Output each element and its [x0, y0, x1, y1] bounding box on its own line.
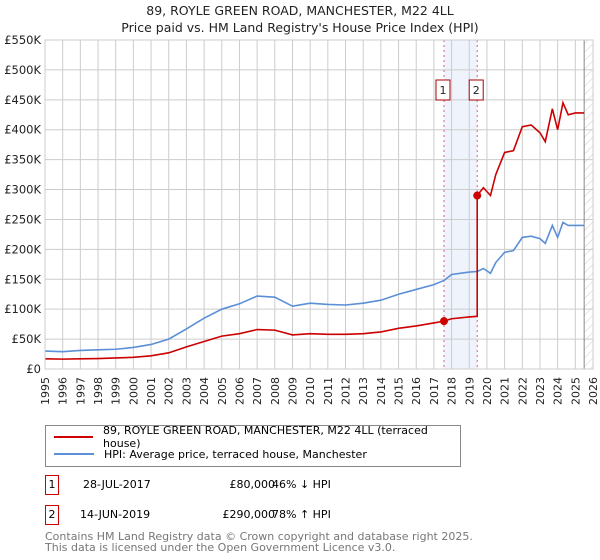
x-tick-label: 2026: [587, 377, 600, 405]
x-tick-label: 2024: [552, 377, 565, 405]
x-tick-label: 2002: [163, 377, 176, 405]
x-tick-label: 2021: [499, 377, 512, 405]
x-tick-label: 2016: [410, 377, 423, 405]
x-tick-label: 2010: [304, 377, 317, 405]
x-tick-label: 2025: [569, 377, 582, 405]
footer-line: Contains HM Land Registry data © Crown c…: [45, 530, 473, 543]
y-tick-label: £150K: [4, 272, 41, 286]
y-tick-label: £400K: [4, 123, 41, 137]
x-tick-label: 2012: [340, 377, 353, 405]
y-tick-label: £300K: [4, 183, 41, 197]
y-tick-label: £100K: [4, 302, 41, 316]
x-tick-label: 2011: [322, 377, 335, 405]
y-tick-label: £500K: [4, 63, 41, 77]
x-tick-label: 2014: [375, 377, 388, 405]
y-tick-label: £550K: [4, 33, 41, 47]
transaction-row: 1 28-JUL-2017 £80,000 46% ↓ HPI: [45, 475, 545, 495]
x-tick-label: 2004: [198, 377, 211, 405]
x-tick-label: 2013: [357, 377, 370, 405]
y-tick-label: £200K: [4, 242, 41, 256]
legend-swatch-property: [54, 436, 94, 438]
y-tick-label: £450K: [4, 93, 41, 107]
price-chart: 1995 1996 1997 1998 1999 2000 2001 2002 2003 2004…: [4, 33, 600, 405]
sale-marker-box: [435, 79, 451, 101]
x-tick-label: 2019: [463, 377, 476, 405]
x-tick-label: 2003: [180, 377, 193, 405]
sale-point: [439, 317, 448, 326]
footer: Contains HM Land Registry data © Crown c…: [45, 531, 473, 553]
transaction-marker: 2: [45, 505, 59, 525]
transaction-row: 2 14-JUN-2019 £290,000 78% ↑ HPI: [45, 505, 545, 525]
y-tick-label: £50K: [12, 332, 42, 346]
legend-swatch-hpi: [54, 453, 94, 455]
chart-title: 89, ROYLE GREEN ROAD, MANCHESTER, M22 4L…: [146, 3, 454, 18]
x-tick-label: 2005: [216, 377, 229, 405]
x-tick-label: 1995: [39, 377, 52, 405]
x-tick-label: 2008: [269, 377, 282, 405]
x-tick-label: 1997: [74, 377, 87, 405]
transaction-date: 14-JUN-2019: [80, 508, 151, 521]
x-tick-label: 2009: [286, 377, 299, 405]
x-tick-label: 2006: [233, 377, 246, 405]
transaction-hpi: 78% ↑ HPI: [272, 508, 331, 521]
x-tick-label: 1998: [92, 377, 105, 405]
y-tick-label: £0: [26, 362, 41, 376]
x-tick-label: 2007: [251, 377, 264, 405]
legend-label-hpi: HPI: Average price, terraced house, Manc…: [104, 447, 367, 461]
x-tick-label: 2000: [127, 377, 140, 405]
x-tick-label: 2018: [446, 377, 459, 405]
transaction-price: £290,000: [222, 508, 276, 521]
forecast-hatch: [584, 40, 593, 369]
chart-subtitle: Price paid vs. HM Land Registry's House …: [121, 20, 479, 35]
x-tick-label: 2022: [516, 377, 529, 405]
sale-point: [473, 191, 482, 200]
footer-line: This data is licensed under the Open Gov…: [45, 541, 396, 554]
hpi-line: [44, 221, 585, 353]
transaction-date: 28-JUL-2017: [83, 478, 151, 491]
x-tick-label: 1996: [57, 377, 70, 405]
sale-marker-label: 1: [439, 84, 446, 97]
y-tick-label: £250K: [4, 212, 41, 226]
sale-marker-box: [468, 79, 484, 101]
x-tick-label: 2001: [145, 377, 158, 405]
x-tick-label: 2020: [481, 377, 494, 405]
sale-marker-label: 2: [473, 84, 480, 97]
x-tick-label: 2015: [393, 377, 406, 405]
transaction-marker: 1: [45, 475, 59, 495]
x-tick-label: 1999: [110, 377, 123, 405]
transaction-price: £80,000: [229, 478, 276, 491]
transaction-hpi: 46% ↓ HPI: [272, 478, 331, 491]
plot-border: [44, 39, 594, 370]
x-tick-label: 2017: [428, 377, 441, 405]
x-tick-label: 2023: [534, 377, 547, 405]
legend-label-property: 89, ROYLE GREEN ROAD, MANCHESTER, M22 4L…: [103, 424, 428, 450]
legend: 89, ROYLE GREEN ROAD, MANCHESTER, M22 4L…: [45, 424, 461, 467]
property-price-line: [44, 100, 585, 360]
y-tick-label: £350K: [4, 153, 41, 167]
